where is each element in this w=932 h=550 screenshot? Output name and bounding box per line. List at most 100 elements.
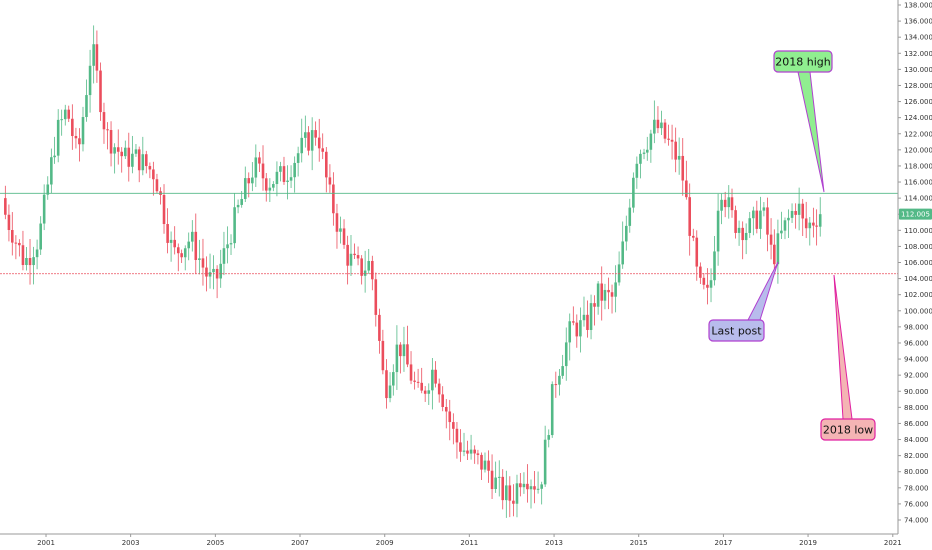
callout-2018-high[interactable]: 2018 high (773, 50, 833, 193)
candle-body (212, 268, 215, 273)
candle-body (300, 137, 304, 154)
candle-body (346, 244, 349, 266)
candle-body (25, 258, 28, 266)
candle-body (660, 122, 663, 129)
candle-body (720, 199, 723, 211)
candle-body (801, 203, 805, 219)
candle-body (688, 197, 691, 236)
time-axis[interactable]: 2001 2003 2005 2007 2009 2011 2013 2015 2017 2019… (0, 533, 902, 547)
candle-body (589, 303, 593, 330)
candle-body (575, 322, 579, 337)
candle-body (321, 148, 325, 152)
price-tick-label: 136.000 (904, 18, 932, 26)
candle-body (681, 155, 685, 181)
price-tick-label: 74.000 (904, 517, 929, 525)
candle-body (155, 179, 159, 192)
candle-body (335, 213, 339, 232)
candle-body (431, 369, 434, 391)
candle-body (180, 253, 183, 258)
candle-body (685, 180, 688, 198)
candle-body (769, 234, 773, 245)
candle-body (427, 390, 431, 394)
candle-body (695, 237, 699, 267)
time-tick-label: 2015 (630, 539, 648, 547)
candle-body (716, 210, 720, 252)
candle-body (191, 231, 194, 242)
candle-body (137, 149, 141, 171)
candle-body (674, 141, 677, 160)
candle-body (169, 239, 173, 243)
candle-body (162, 194, 166, 225)
candle-body (317, 137, 321, 149)
candle-body (699, 266, 702, 278)
candle-body (596, 283, 600, 307)
candle-body (515, 483, 519, 504)
candle-body (187, 241, 191, 249)
candle-body (4, 198, 7, 215)
candle-body (409, 364, 413, 381)
candle-body (691, 235, 695, 238)
candle-body (709, 280, 713, 288)
candle-body (349, 253, 353, 266)
candle-body (32, 257, 35, 266)
candle-body (628, 207, 632, 226)
candle-body (483, 460, 487, 470)
candle-body (106, 129, 109, 131)
candle-body (568, 321, 572, 343)
candle-body (593, 303, 596, 307)
price-tick-label: 90.000 (904, 388, 929, 396)
candle-body (247, 178, 251, 184)
candle-body (85, 95, 88, 118)
candle-body (99, 70, 102, 113)
candle-body (134, 149, 138, 154)
price-tick-label: 78.000 (904, 484, 929, 492)
candle-body (780, 230, 783, 234)
candle-body (818, 214, 822, 227)
candle-body (526, 483, 529, 490)
candle-body (455, 428, 459, 443)
candle-body (35, 249, 39, 258)
candle-body (42, 194, 46, 224)
candle-body (437, 383, 441, 395)
candle-body (198, 258, 201, 260)
candle-body (304, 132, 307, 138)
candle-body (392, 372, 395, 386)
candle-body (385, 370, 388, 399)
callout-2018-low[interactable]: 2018 low (820, 274, 876, 441)
candle-body (293, 162, 296, 178)
candle-body (102, 112, 106, 130)
candle-body (734, 210, 737, 233)
candle-body (536, 488, 540, 490)
candle-body (677, 155, 681, 160)
candle-body (279, 166, 282, 172)
candle-body (53, 155, 56, 158)
candle-body (670, 139, 674, 142)
price-tick-label: 82.000 (904, 452, 929, 460)
candle-body (702, 277, 706, 285)
price-tick-label: 96.000 (904, 339, 929, 347)
candle-body (783, 220, 787, 231)
candle-body (173, 239, 176, 248)
candle-body (487, 460, 490, 471)
candle-body (141, 154, 145, 171)
callout-label: Last post (711, 325, 762, 338)
candle-body (476, 453, 480, 455)
candle-body (766, 207, 769, 235)
candle-body (452, 422, 455, 429)
candle-body (653, 119, 656, 134)
time-tick-label: 2001 (37, 539, 55, 547)
candle-body (448, 411, 452, 423)
candle-body (501, 476, 505, 501)
candle-body (251, 177, 254, 184)
callout-last-post[interactable]: Last post (708, 261, 779, 342)
callout-box (820, 418, 876, 441)
candle-body (240, 198, 243, 205)
candle-body (353, 253, 356, 256)
candle-body (258, 157, 261, 164)
candle-body (639, 153, 642, 164)
candle-body (325, 151, 328, 178)
candle-body (656, 119, 660, 129)
price-tick-label: 120.000 (904, 146, 932, 154)
